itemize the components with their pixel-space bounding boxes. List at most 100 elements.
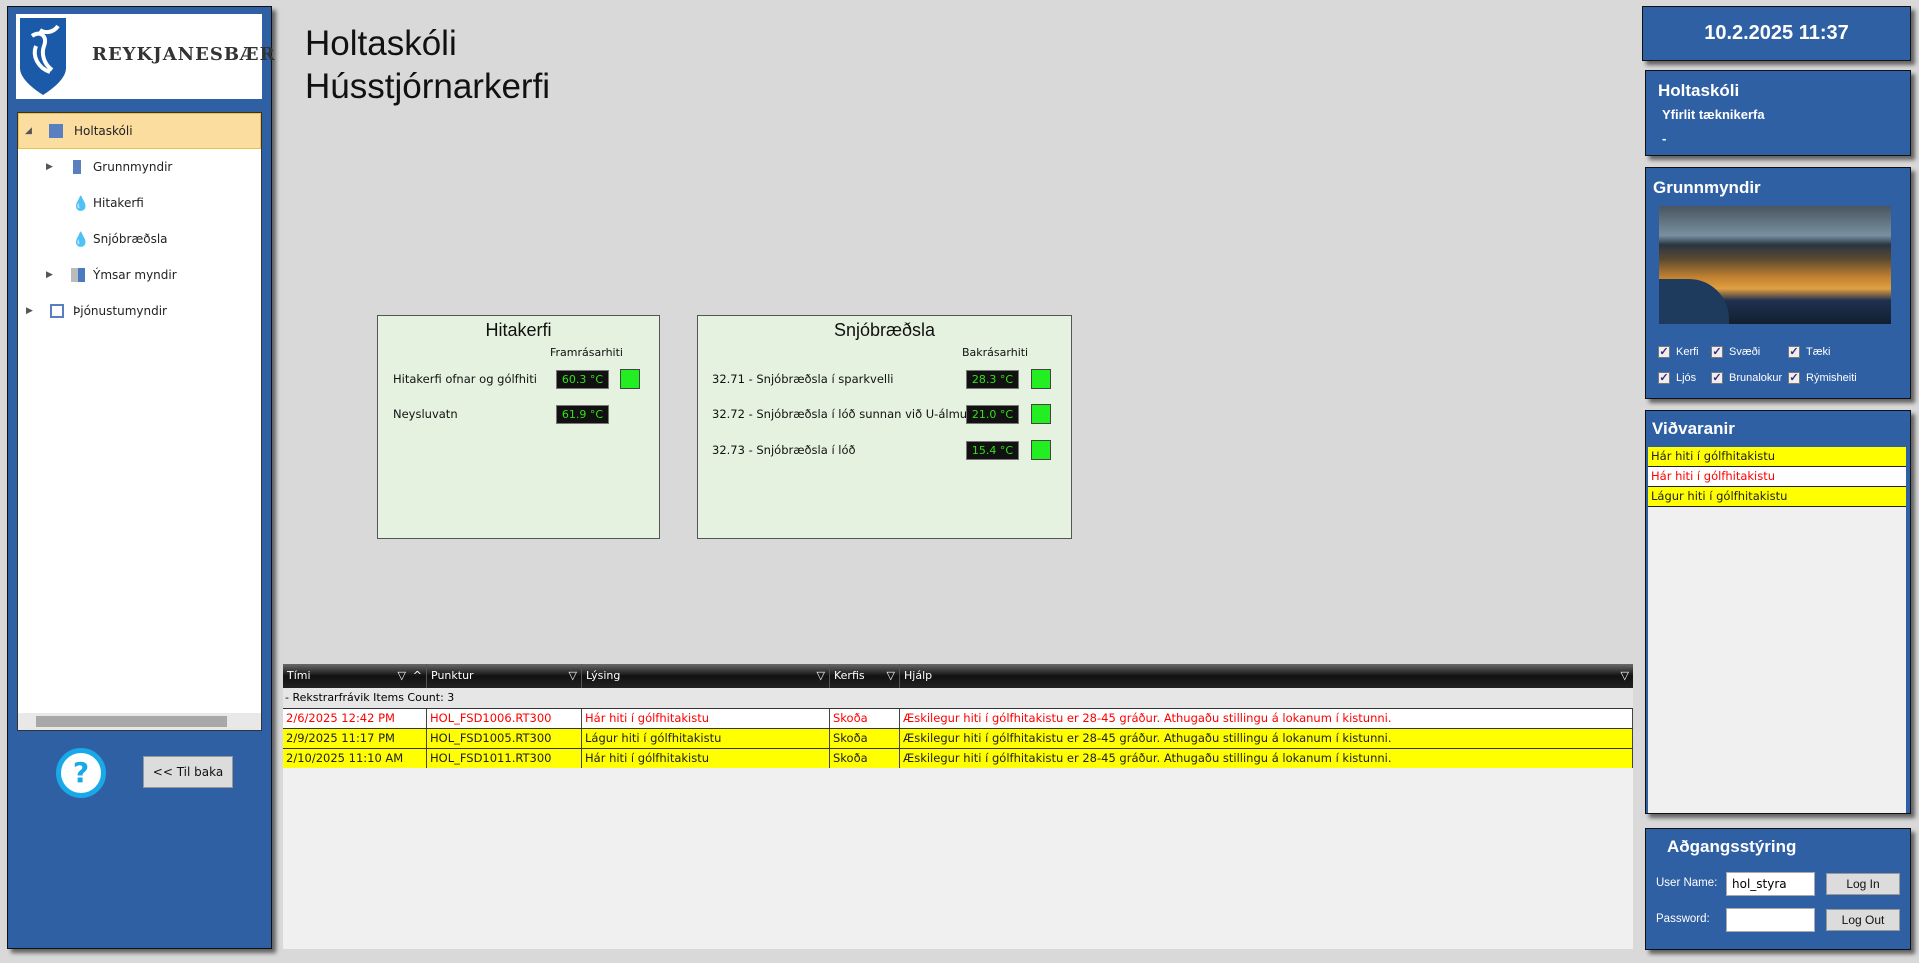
logo-text: REYKJANESBÆR [92, 44, 276, 65]
tree-view[interactable]: ◢ Holtaskóli ▶ Grunnmyndir 💧 Hitakerfi 💧… [17, 112, 262, 731]
tiles-icon [71, 268, 85, 282]
tree-item-label: Holtaskóli [74, 124, 133, 138]
filter-icon[interactable]: ▽ [397, 669, 406, 682]
floorplan-icon [73, 160, 81, 174]
tree-item-label: Ýmsar myndir [93, 268, 177, 282]
checkbox-0[interactable]: ✓ Kerfi [1658, 346, 1699, 358]
tree-item-label: Hitakerfi [93, 196, 144, 210]
checkbox-5[interactable]: ✓ Rýmisheiti [1788, 372, 1857, 384]
tree-item-snjobraedsla[interactable]: 💧 Snjóbræðsla [18, 221, 261, 257]
town-aerial-photo[interactable] [1659, 206, 1891, 324]
status-indicator [1031, 369, 1051, 389]
username-input[interactable] [1726, 872, 1815, 896]
checkbox-label: Svæði [1729, 346, 1761, 358]
logout-button[interactable]: Log Out [1826, 909, 1900, 931]
filter-icon[interactable]: ▽ [1620, 669, 1629, 682]
access-control-panel: Aðgangsstýring User Name: Log In Passwor… [1645, 828, 1911, 950]
checkbox-3[interactable]: ✓ Ljós [1658, 372, 1696, 384]
group-row[interactable]: - Rekstrarfrávik Items Count: 3 [283, 688, 1633, 708]
tree-item-ymsar-myndir[interactable]: ▶ Ýmsar myndir [18, 257, 261, 293]
checkbox-label: Kerfi [1676, 346, 1699, 358]
tree-item-label: Þjónustumyndir [73, 304, 167, 318]
login-button[interactable]: Log In [1826, 873, 1900, 895]
checkbox-label: Ljós [1676, 372, 1697, 384]
checkmark-icon[interactable]: ✓ [1711, 372, 1723, 384]
tree-item-thjonustumyndir[interactable]: ▶ Þjónustumyndir [18, 293, 261, 329]
horizontal-scrollbar[interactable] [18, 713, 261, 730]
column-header-timi[interactable]: Tími ▽ ^ [283, 664, 427, 688]
alarm-item[interactable]: Lágur hiti í gólfhitakistu [1648, 487, 1906, 507]
checkbox-1[interactable]: ✓ Svæði [1711, 346, 1760, 358]
expand-icon[interactable]: ▶ [46, 162, 53, 172]
column-header-lysing[interactable]: Lýsing ▽ [582, 664, 830, 688]
table-cell: Skoða [830, 709, 900, 728]
filter-icon[interactable]: ▽ [886, 669, 895, 682]
column-header-kerfis[interactable]: Kerfis ▽ [830, 664, 900, 688]
table-cell: Æskilegur hiti í gólfhitakistu er 28-45 … [900, 729, 1633, 748]
table-cell: Lágur hiti í gólfhitakistu [582, 729, 830, 748]
datetime-display: 10.2.2025 11:37 [1642, 6, 1911, 61]
password-input[interactable] [1726, 908, 1815, 932]
checkmark-icon[interactable]: ✓ [1711, 346, 1723, 358]
checkbox-label: Brunalokur [1729, 372, 1783, 384]
help-button[interactable]: ? [56, 748, 106, 798]
tree-item-label: Grunnmyndir [93, 160, 173, 174]
filter-icon[interactable]: ▽ [816, 669, 825, 682]
info-subtitle: Yfirlit tæknikerfa [1662, 107, 1765, 122]
alarm-item[interactable]: Hár hiti í gólfhitakistu [1648, 467, 1906, 487]
table-cell: 2/6/2025 12:42 PM [283, 709, 427, 728]
filter-icon[interactable]: ▽ [568, 669, 577, 682]
status-indicator [1031, 440, 1051, 460]
column-header-punktur[interactable]: Punktur ▽ [427, 664, 582, 688]
row-label: Neysluvatn [393, 407, 458, 421]
table-cell: Skoða [830, 749, 900, 768]
column-header-hjalp[interactable]: Hjálp ▽ [900, 664, 1633, 688]
checkmark-icon[interactable]: ✓ [1788, 346, 1800, 358]
temperature-value: 28.3 °C [966, 370, 1019, 389]
column-header: Framrásarhiti [550, 346, 623, 359]
temperature-value: 61.9 °C [556, 405, 609, 424]
column-header: Bakrásarhiti [962, 346, 1029, 359]
expand-icon[interactable]: ▶ [26, 306, 33, 316]
expand-icon[interactable]: ▶ [46, 270, 53, 280]
row-label: 32.73 - Snjóbræðsla í lóð [712, 443, 856, 457]
hitakerfi-card[interactable]: Hitakerfi Framrásarhiti Hitakerfi ofnar … [377, 315, 660, 539]
temperature-value: 15.4 °C [966, 441, 1019, 460]
checkmark-icon[interactable]: ✓ [1658, 346, 1670, 358]
panel-title: Viðvaranir [1652, 419, 1735, 438]
title-line-1: Holtaskóli [305, 24, 457, 63]
tree-item-hitakerfi[interactable]: 💧 Hitakerfi [18, 185, 261, 221]
checkmark-icon[interactable]: ✓ [1658, 372, 1670, 384]
table-row[interactable]: 2/6/2025 12:42 PM HOL_FSD1006.RT300 Hár hi… [283, 708, 1633, 728]
temperature-value: 60.3 °C [556, 370, 609, 389]
water-drop-icon: 💧 [72, 196, 90, 212]
alarm-item[interactable]: Hár hiti í gólfhitakistu [1648, 447, 1906, 467]
tree-item-grunnmyndir[interactable]: ▶ Grunnmyndir [18, 149, 261, 185]
tree-item-holtaskoli[interactable]: ◢ Holtaskóli [18, 113, 261, 149]
checkbox-label: Rýmisheiti [1806, 372, 1857, 384]
snjobraedsla-card[interactable]: Snjóbræðsla Bakrásarhiti 32.71 - Snjóbræ… [697, 315, 1072, 539]
card-title: Snjóbræðsla [833, 320, 936, 340]
navigation-panel: REYKJANESBÆR ◢ Holtaskóli ▶ Grunnmyndir … [7, 6, 275, 949]
back-button[interactable]: << Til baka [143, 756, 233, 788]
checkbox-2[interactable]: ✓ Tæki [1788, 346, 1830, 358]
checkbox-4[interactable]: ✓ Brunalokur [1711, 372, 1782, 384]
alarm-list[interactable]: Hár hiti í gólfhitakistu Hár hiti í gólfh… [1648, 447, 1906, 813]
alarms-panel: Viðvaranir Hár hiti í gólfhitakistu Hár h… [1645, 410, 1911, 814]
row-label: 32.72 - Snjóbræðsla í lóð sunnan við U-á… [712, 407, 968, 421]
coat-of-arms-icon [20, 18, 66, 95]
panel-title: Aðgangsstýring [1667, 837, 1797, 856]
logo: REYKJANESBÆR [16, 14, 275, 99]
grid-header: Tími ▽ ^ Punktur ▽ Lýsing ▽ Kerfis ▽ Hjálp ▽ [283, 664, 1633, 688]
password-label: Password: [1656, 913, 1710, 925]
checkmark-icon[interactable]: ✓ [1788, 372, 1800, 384]
info-title: Holtaskóli [1658, 81, 1740, 100]
table-row[interactable]: 2/10/2025 11:10 AM HOL_FSD1011.RT300 Hár h… [283, 748, 1633, 768]
info-detail: - [1662, 131, 1667, 146]
sort-ascending-icon[interactable]: ^ [412, 669, 422, 682]
collapse-icon[interactable]: ◢ [25, 126, 32, 136]
table-cell: Hár hiti í gólfhitakistu [582, 749, 830, 768]
page-title: Holtaskóli Hússtjórnarkerfi [305, 22, 550, 108]
status-indicator [1031, 404, 1051, 424]
table-row[interactable]: 2/9/2025 11:17 PM HOL_FSD1005.RT300 Lágur … [283, 728, 1633, 748]
